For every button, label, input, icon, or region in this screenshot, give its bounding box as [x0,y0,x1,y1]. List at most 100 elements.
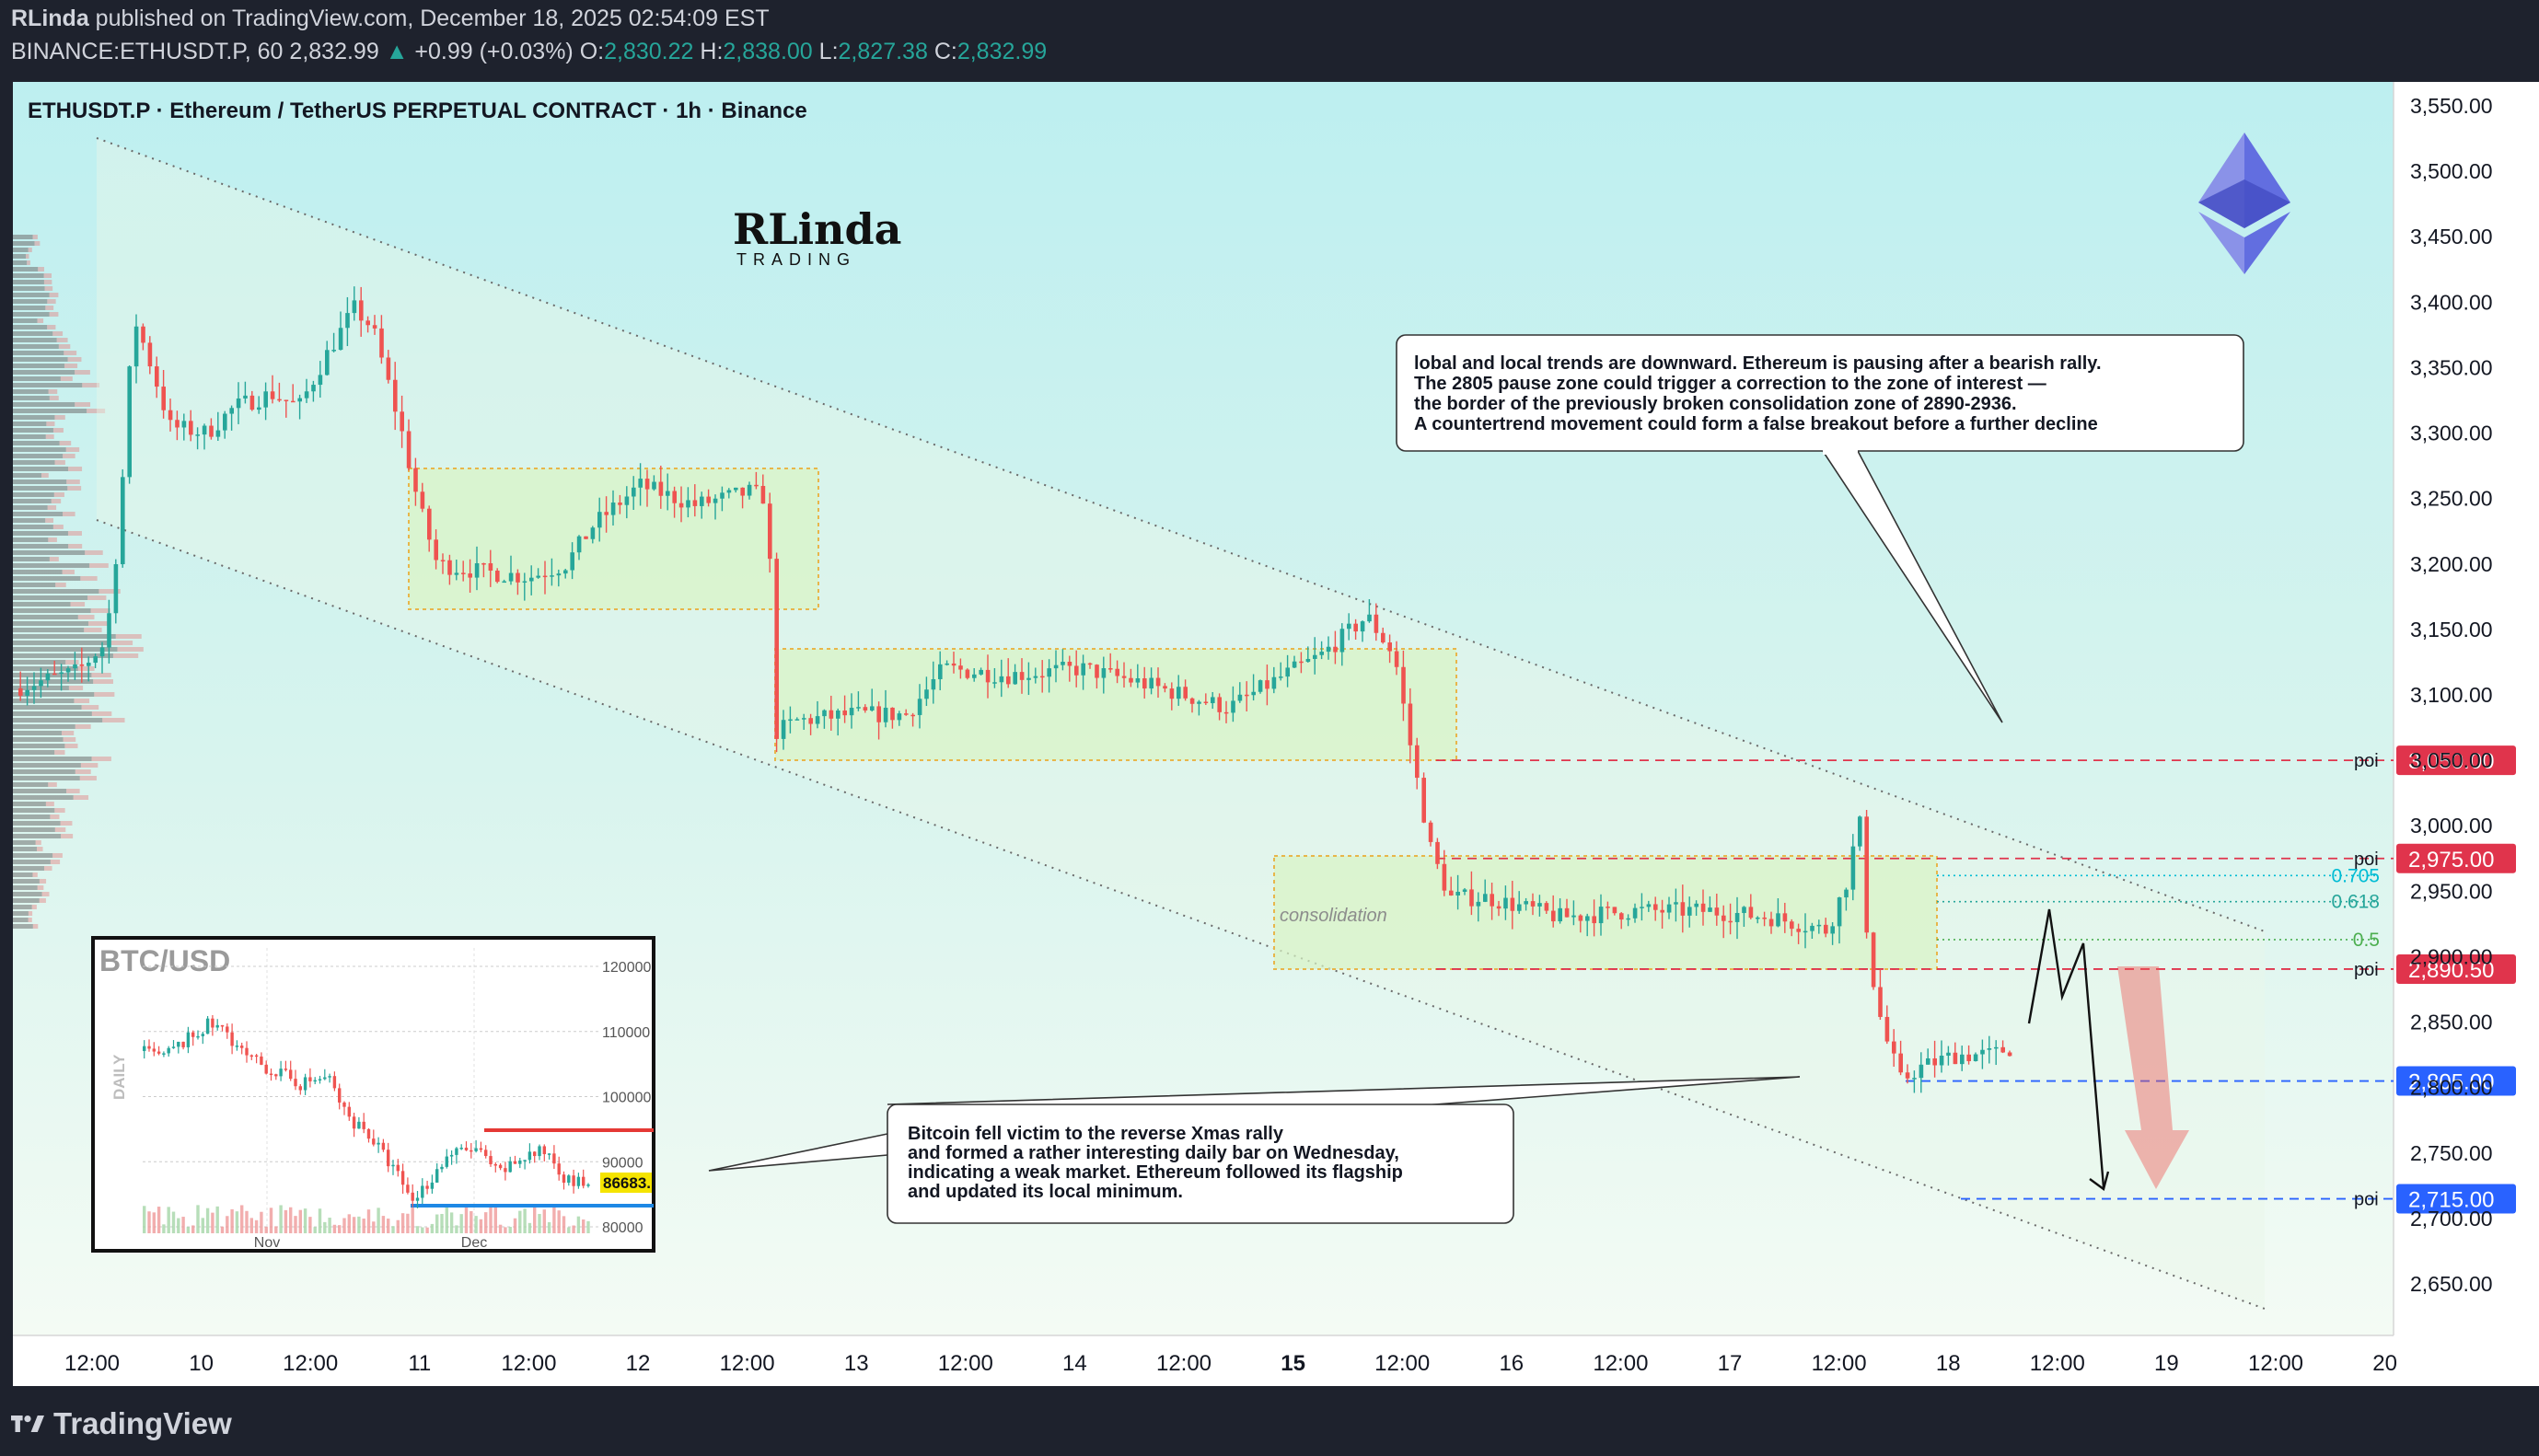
candle-body [740,487,745,496]
candle-body [474,562,480,578]
candle-body [999,676,1004,683]
profile-bar-sell [80,576,98,581]
profile-bar-sell [117,647,144,652]
candle-body [420,491,425,509]
profile-bar-sell [61,834,74,838]
candle-body [938,664,943,679]
inset-candle-body [504,1168,507,1173]
inset-candle-body [523,1160,527,1161]
profile-bar-sell [77,666,95,671]
time-tick-label: 12:00 [720,1351,775,1376]
candle-body [1197,701,1201,704]
candle-body [1169,688,1175,699]
profile-bar [13,563,90,568]
profile-bar-sell [52,428,64,433]
inset-volume-bar [274,1226,278,1233]
profile-bar [13,383,83,387]
inset-candle-body [396,1164,400,1172]
svg-text:Bitcoin fell victim to the rev: Bitcoin fell victim to the reverse Xmas … [908,1124,1408,1202]
candle-body [1592,916,1596,924]
inset-volume-bar [372,1221,376,1233]
profile-bar [13,866,45,871]
candle-body [1108,668,1113,670]
low-label: L: [818,39,839,64]
inset-candle-body [445,1156,448,1167]
candle-body [263,391,268,408]
candle-body [1694,903,1698,907]
candle-body [1714,907,1720,916]
candle-body [65,668,71,673]
profile-bar [13,827,55,832]
candle-body [257,407,261,410]
inset-candle-body [406,1184,410,1193]
profile-bar [13,286,45,291]
inset-volume-bar [177,1218,180,1233]
profile-bar-sell [112,653,139,658]
candle-body [638,479,643,488]
inset-volume-bar [533,1204,537,1233]
inset-volume-bar [377,1208,380,1233]
inset-candle-body [508,1161,512,1173]
profile-bar-sell [67,531,82,536]
inset-candle-body [342,1102,346,1107]
candle-body [1632,907,1638,919]
tradingview-logo[interactable]: TradingView [11,1406,232,1441]
candle-body [604,512,609,515]
candle-body [236,398,241,409]
inset-volume-bar [411,1206,414,1233]
time-tick-label: 12:00 [2248,1351,2303,1376]
inset-volume-bar [245,1210,249,1233]
candle-body [1313,654,1317,659]
profile-bar [13,344,59,349]
profile-bar [13,338,57,342]
candle-body [1892,1041,1896,1054]
profile-bar [13,241,35,246]
inset-candle-body [274,1074,278,1077]
time-tick-label: 12 [626,1351,651,1376]
inset-volume-bar [342,1218,346,1233]
time-tick-label: 14 [1062,1351,1087,1376]
inset-candle-body [498,1164,503,1169]
inset-candle-body [586,1184,590,1186]
price-chart[interactable]: consolidation poi 3,050.00 poi 2,975.00 poi 2… [0,77,2539,1386]
price-tick-label: 3,450.00 [2410,225,2493,248]
candle-body [1223,711,1229,714]
price-tick-label: 3,300.00 [2410,422,2493,445]
inset-volume-bar [215,1206,219,1233]
publish-info: RLinda published on TradingView.com, Dec… [11,6,770,32]
candle-body [1469,889,1474,907]
candle-body [836,710,841,719]
top-note-line-2: The 2805 pause zone could trigger a corr… [1414,374,2046,394]
candle-body [73,664,77,669]
inset-volume-bar [294,1216,297,1233]
published-text: published on TradingView.com, December 1… [95,6,770,31]
profile-bar [13,872,33,877]
inset-volume-bar [318,1208,322,1233]
inset-candle-body [464,1148,469,1150]
price-tick-label: 3,350.00 [2410,355,2493,379]
candle-body [427,508,432,540]
profile-bar-sell [26,254,29,259]
profile-bar-sell [47,325,56,329]
low-value: 2,827.38 [838,39,928,64]
time-axis[interactable]: 12:00 10 12:00 11 12:00 12 12:00 13 12:00 14 12:00… [64,1351,2397,1376]
inset-volume-bar [269,1208,273,1233]
candle-body [481,562,486,565]
price-tick-label: 3,500.00 [2410,159,2493,183]
candle-body [794,719,800,721]
profile-bar-sell [49,557,59,561]
inset-candle-body [289,1069,293,1080]
candle-body [829,710,834,719]
candle-body [1790,921,1794,930]
profile-bar [13,911,29,916]
profile-bar-sell [43,280,52,284]
profile-bar [13,705,82,710]
candle-body [168,410,173,421]
candle-body [1408,703,1413,745]
publisher-name[interactable]: RLinda [11,6,89,31]
candle-body [318,375,323,386]
inset-volume-bar [464,1206,469,1233]
price-axis[interactable]: 3,550.00 3,500.00 3,450.00 3,400.00 3,350.00… [2410,94,2493,1296]
inset-volume-bar [547,1221,551,1233]
time-tick-label: 15 [1281,1351,1305,1376]
